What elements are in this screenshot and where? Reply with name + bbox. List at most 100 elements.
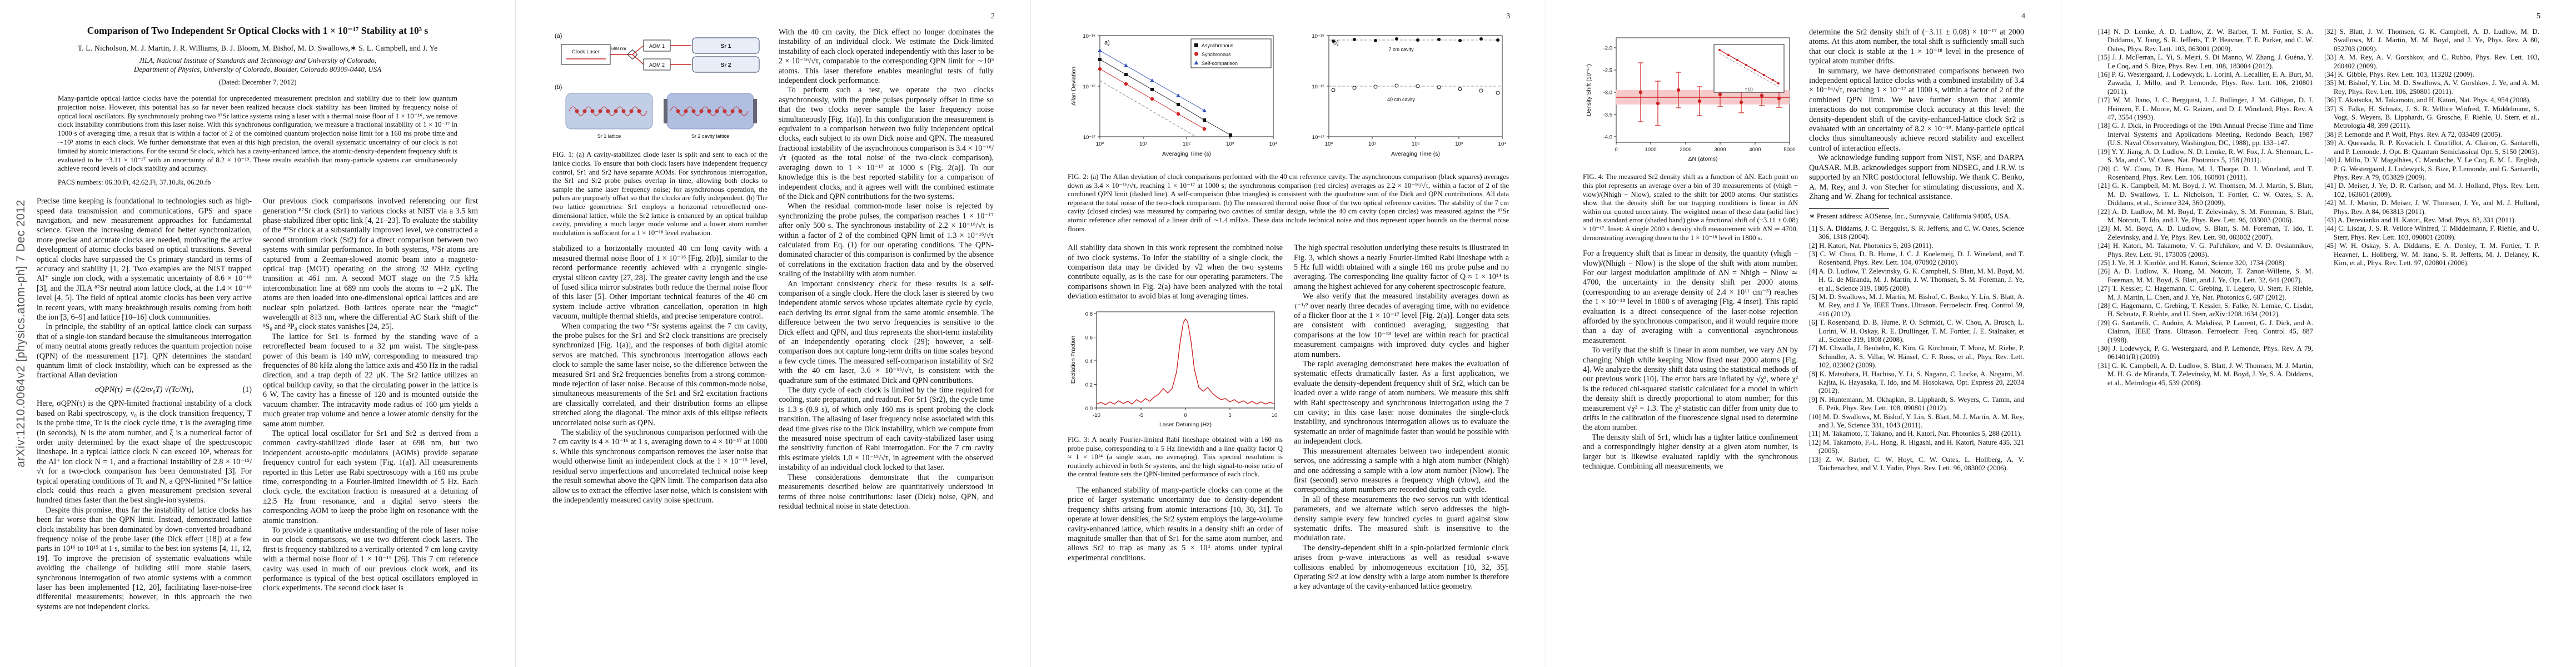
reference-item: [4] A. D. Ludlow, T. Zelevinsky, G. K. C…: [1809, 267, 2024, 292]
fig2-panel-b-label: b): [1333, 39, 1339, 46]
paragraph: To perform such a test, we operate the t…: [779, 86, 994, 201]
arxiv-stamp: arXiv:1210.0064v2 [physics.atom-ph] 7 De…: [14, 200, 27, 467]
column-left: All stability data shown in this work re…: [1068, 243, 1283, 592]
reference-item: [18] G. J. Dick, in Proceedings of the 1…: [2098, 122, 2313, 147]
affiliation-line-1: JILA, National Institute of Standards an…: [138, 56, 377, 64]
paragraph: The density shift of Sr1, which has a ti…: [1583, 432, 1798, 471]
fig3-xlabel: Laser Detuning (Hz): [1159, 421, 1212, 428]
paragraph: In summary, we have demonstrated compari…: [1809, 66, 2024, 153]
svg-text:5: 5: [1228, 412, 1231, 419]
paragraph: This measurement alternates between two …: [1294, 446, 1509, 495]
paragraph: Precise time keeping is foundational to …: [37, 197, 252, 322]
column-left: -2.0 -2.5 -3.0 -3.5 -4.0 0 1000 2000 300…: [1583, 28, 1798, 473]
fig1-wavelength-label: 698 nm: [611, 46, 626, 51]
fig2-ytick: 10⁻¹⁶: [1083, 84, 1095, 90]
fig4-inset-xlabel: τ (s): [1745, 87, 1753, 92]
figure-2-caption-text: (a) The Allan deviation of clock compari…: [1068, 173, 1509, 233]
fig2-xtick: 10⁴: [1269, 141, 1278, 147]
page-4: 4 -2.0 -2.5 -3.0 -3.5 -4.0: [1546, 0, 2061, 667]
figure-2: a) 10⁻¹⁷ 10⁻¹⁶ 10⁻¹⁵ 10⁰ 10¹ 10² 10³ 10⁴…: [1068, 28, 1509, 171]
paragraph: The lattice for Sr1 is formed by the sta…: [263, 332, 478, 429]
svg-text:0.2: 0.2: [1085, 382, 1093, 388]
fig2-xtick: 10⁰: [1096, 141, 1104, 147]
svg-text:-10: -10: [1093, 412, 1100, 419]
reference-item: [12] M. Takamoto, F.-L. Hong, R. Higashi…: [1809, 438, 2024, 455]
reference-item: [45] W. H. Oskay, S. A. Diddams, E. A. D…: [2324, 242, 2539, 267]
fig2-xlabel: Averaging Time (s): [1162, 151, 1211, 157]
svg-text:-4.0: -4.0: [1603, 135, 1612, 141]
fig1-sr2-label: Sr 2: [721, 62, 731, 68]
reference-item: [16] P. G. Westergaard, J. Lodewyck, L. …: [2098, 71, 2313, 96]
fig2-ytick: 10⁻¹⁵: [1312, 33, 1324, 39]
fig4-ylabel: Density Shift (10⁻¹⁷): [1586, 64, 1592, 116]
svg-text:10: 10: [1272, 412, 1278, 419]
reference-item: [6] T. Rosenband, D. B. Hume, P. O. Schm…: [1809, 318, 2024, 344]
paragraph: The high spectral resolution underlying …: [1294, 243, 1509, 291]
fig2-legend-synchronous: Synchronous: [1202, 52, 1231, 57]
reference-item: [10] M. D. Swallows, M. Bishof, Y. Lin, …: [1809, 412, 2024, 430]
page-1: arXiv:1210.0064v2 [physics.atom-ph] 7 De…: [0, 0, 515, 667]
reference-item: [31] G. K. Campbell, A. D. Ludlow, S. Bl…: [2098, 361, 2313, 387]
svg-text:2000: 2000: [1680, 147, 1691, 153]
reference-item: [15] J. J. McFerran, L. Yi, S. Mejri, S.…: [2098, 53, 2313, 70]
column-right: determine the Sr2 density shift of (−3.1…: [1809, 28, 2024, 473]
figure-3-caption-text: A nearly Fourier-limited Rabi lineshape …: [1068, 436, 1283, 479]
fig1-laser-label: Clock Laser: [572, 49, 600, 55]
fig2-legend-self-comparison: Self-comparison: [1202, 61, 1238, 66]
paragraph: In principle, the stability of an optica…: [37, 322, 252, 380]
svg-text:10²: 10²: [1412, 141, 1419, 147]
reference-item: [26] A. D. Ludlow, X. Huang, M. Notcutt,…: [2098, 267, 2313, 284]
paragraph: To provide a quantitative understanding …: [263, 525, 478, 593]
fig4-xlabel: ΔN (atoms): [1688, 156, 1717, 162]
figure-1-caption-label: FIG. 1:: [552, 151, 577, 159]
svg-text:0.6: 0.6: [1085, 335, 1093, 341]
fig1-lattice2-label: Sr 2 cavity lattice: [691, 133, 729, 139]
reference-item: [35] M. Bishof, Y. Lin, M. D. Swallows, …: [2324, 79, 2539, 96]
page-number: 2: [991, 12, 995, 21]
fig2-ytick: 10⁻¹⁶: [1312, 84, 1324, 90]
paragraph: The rapid averaging demonstrated here ma…: [1294, 360, 1509, 446]
paragraph: determine the Sr2 density shift of (−3.1…: [1809, 28, 2024, 66]
svg-text:-2.5: -2.5: [1603, 68, 1612, 74]
reference-item: [3] C. W. Chou, D. B. Hume, J. C. J. Koe…: [1809, 250, 2024, 267]
reference-item: [44] C. Lisdat, J. S. R. Vellore Winfred…: [2324, 225, 2539, 241]
footnote-rule: [1809, 208, 1889, 210]
figure-2-caption-label: FIG. 2:: [1068, 173, 1091, 181]
svg-text:0: 0: [1184, 412, 1187, 419]
paragraph: When comparing the two ⁸⁷Sr systems agai…: [552, 321, 768, 427]
affiliation-line-2: Department of Physics, University of Col…: [133, 65, 382, 73]
reference-item: [39] A. Quessada, R. P. Kovacich, I. Cou…: [2324, 139, 2539, 156]
fig2-ytick: 10⁻¹⁵: [1083, 33, 1095, 39]
pacs-line: PACS numbers: 06.30.Ft, 42.62.Fi, 37.10.…: [58, 178, 211, 187]
paragraph: When the residual common-mode laser nois…: [779, 202, 994, 279]
column-left: [14] N. D. Lemke, A. D. Ludlow, Z. W. Ba…: [2098, 28, 2313, 387]
paragraph: Here, σQPN(τ) is the QPN-limited fractio…: [37, 399, 252, 505]
page-2: 2 (a) Clock Laser 698 nm: [515, 0, 1030, 667]
paragraph: To verify that the shift is linear in at…: [1583, 346, 1798, 432]
date-line: (Dated: December 7, 2012): [218, 78, 297, 86]
svg-text:-5: -5: [1139, 412, 1143, 419]
reference-item: [21] G. K. Campbell, M. M. Boyd, J. W. T…: [2098, 182, 2313, 207]
fig1-sr1-label: Sr 1: [721, 43, 731, 49]
reference-item: [27] T. Kessler, C. Hagemann, C. Grebing…: [2098, 285, 2313, 301]
paragraph: Our previous clock comparisons involved …: [263, 197, 478, 332]
reference-item: [40] J. Millo, D. V. Magalhães, C. Manda…: [2324, 156, 2539, 181]
fig1-lattice1-label: Sr 1 lattice: [597, 133, 621, 139]
reference-item: [9] N. Huntemann, M. Okhapkin, B. Lippha…: [1809, 395, 2024, 412]
paragraph: The duty cycle of each clock is limited …: [779, 386, 994, 472]
reference-item: [28] C. Hagemann, C. Grebing, T. Kessler…: [2098, 302, 2313, 318]
svg-text:0.8: 0.8: [1085, 311, 1093, 317]
paragraph: stabilized to a horizontally mounted 40 …: [552, 244, 768, 321]
column-left: (a) Clock Laser 698 nm AOM 1: [552, 28, 768, 511]
figure-4-caption-label: FIG. 4:: [1583, 173, 1606, 181]
svg-text:3000: 3000: [1714, 147, 1726, 153]
reference-item: [38] P. Lemonde and P. Wolf, Phys. Rev. …: [2324, 130, 2502, 138]
svg-text:-2.0: -2.0: [1603, 46, 1612, 52]
column-left: Precise time keeping is foundational to …: [37, 197, 252, 612]
fig1-aom2-label: AOM 2: [649, 62, 665, 68]
reference-item: [32] S. Blatt, J. W. Thomsen, G. K. Camp…: [2324, 28, 2539, 53]
fig3-ylabel: Excitation Fraction: [1070, 335, 1077, 384]
svg-text:1000: 1000: [1645, 147, 1656, 153]
paragraph: All stability data shown in this work re…: [1068, 243, 1283, 301]
svg-text:10⁴: 10⁴: [1498, 141, 1507, 147]
